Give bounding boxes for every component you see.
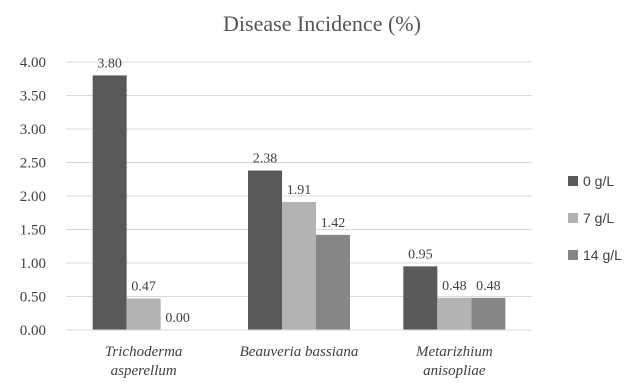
legend-swatch [568,176,578,186]
y-tick-label: 0.50 [20,290,46,306]
bar [92,75,127,331]
y-tick-label: 3.50 [20,89,46,105]
chart-title: Disease Incidence (%) [223,11,421,36]
bar [437,297,472,330]
y-tick-label: 0.00 [20,323,46,339]
data-label: 0.48 [442,279,467,294]
x-tick-label: Beauveria bassiana [240,344,359,360]
y-tick-label: 4.00 [20,55,46,71]
x-axis: Trichoderma asperellum Beauveria bassiana M… [66,329,532,379]
data-label: 2.38 [253,152,278,167]
y-tick-label: 3.00 [20,122,46,138]
y-tick-label: 1.50 [20,223,46,239]
bars [92,75,506,331]
bar [282,202,316,330]
bar [403,266,438,330]
legend-label: 14 g/L [583,247,622,263]
legend: 0 g/L 7 g/L 14 g/L [568,173,622,263]
data-label: 0.00 [165,311,190,326]
data-labels: 3.80 2.38 0.95 0.47 1.91 0.48 0.00 1.42 0.48 [97,56,500,326]
data-label: 0.47 [131,280,156,295]
bar [248,170,282,330]
x-tick-label: Trichoderma asperellum [105,344,183,379]
data-label: 0.48 [476,279,501,294]
legend-swatch [568,213,578,223]
bar [316,234,350,330]
data-label: 1.91 [287,183,312,198]
data-label: 3.80 [97,56,122,71]
gridlines [66,61,532,331]
x-tick-label: Metarizhium anisopliae [415,344,493,379]
legend-swatch [568,250,578,260]
y-tick-label: 2.00 [20,189,46,205]
legend-label: 7 g/L [583,210,614,226]
y-tick-label: 2.50 [20,156,46,172]
data-label: 1.42 [321,216,346,231]
legend-label: 0 g/L [583,173,614,189]
y-tick-label: 1.00 [20,256,46,272]
y-axis: 0.00 0.50 1.00 1.50 2.00 2.50 3.00 3.50 4.00 [20,55,46,339]
data-label: 0.95 [408,247,433,262]
bar [126,298,161,330]
bar [471,297,506,330]
